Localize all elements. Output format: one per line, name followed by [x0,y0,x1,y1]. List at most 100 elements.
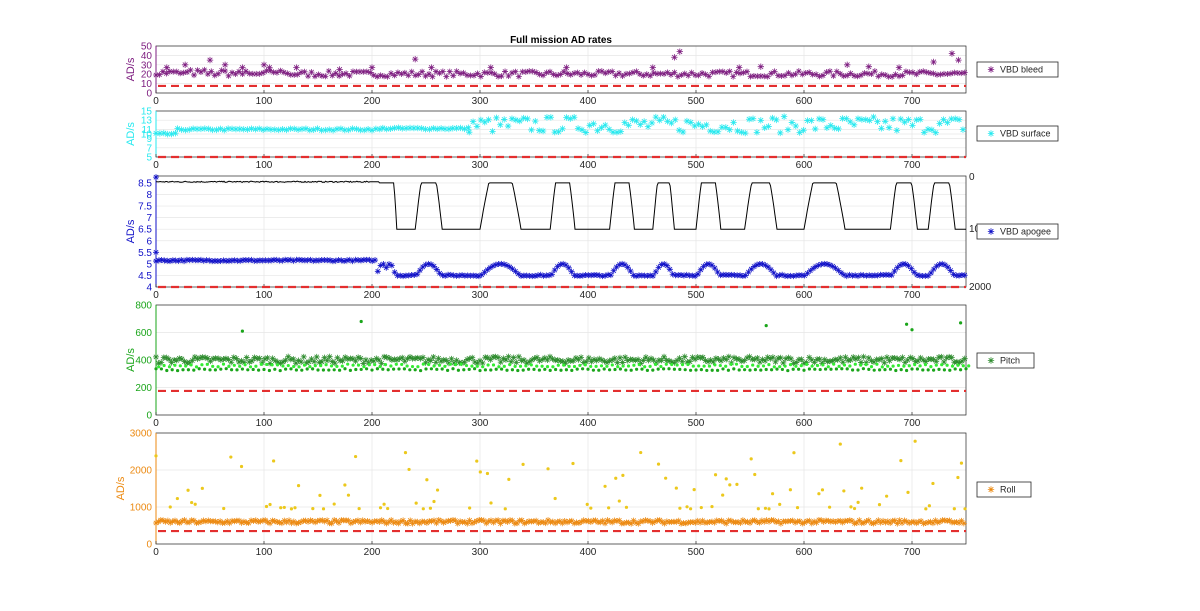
apogee-point [172,257,179,264]
bleed-point [612,72,619,79]
surface-point [675,127,683,134]
apogee-point [664,262,671,269]
roll-point [305,518,312,525]
x-tick-label: 200 [364,160,381,171]
bleed-point [419,68,426,75]
pitch-dot [608,368,612,372]
legend-box [976,61,1059,78]
bleed-point [428,64,435,71]
roll-point [319,517,326,524]
y-axis-label: AD/s [125,219,137,243]
pitch-point [386,355,393,362]
bleed-point [367,69,374,76]
apogee-point [742,272,749,279]
bleed-point [187,67,194,74]
bleed-point [332,70,339,77]
apogee-point [655,264,662,271]
pitch-point [300,353,307,360]
apogee-point [913,271,920,278]
roll-point [849,517,856,524]
pitch-point [961,355,968,362]
surface-point [757,117,764,124]
surface-point [333,125,341,133]
bleed-point [484,69,491,76]
surface-point [168,130,175,138]
pitch-point [673,357,680,364]
roll-point [761,518,768,525]
bleed-point [336,72,343,79]
legend-label: Roll [1000,485,1016,495]
roll-dot [296,483,301,488]
roll-point [205,517,212,524]
roll-point [689,518,696,525]
pitch-point [702,357,709,364]
apogee-point [739,273,746,280]
pitch-dot [732,367,736,371]
surface-point [445,125,453,133]
bleed-point [522,68,529,75]
roll-point [640,518,647,525]
apogee-point [380,261,387,268]
pitch-dot [159,367,163,371]
legend-roll: Roll [976,481,1032,498]
surface-point [174,125,181,132]
pitch-point [399,354,406,361]
surface-point [866,117,873,124]
pitch-dot [238,364,242,368]
apogee-point [942,261,949,268]
surface-point [955,116,963,123]
pitch-point [176,355,183,362]
bleed-point [806,69,813,76]
surface-point [213,126,220,134]
roll-dot [842,489,846,493]
pitch-dot [624,368,628,372]
roll-point [414,518,421,525]
roll-point [409,520,416,527]
roll-dot [353,454,358,459]
apogee-point [504,262,510,269]
roll-point [552,520,559,527]
pitch-point [756,359,763,366]
bleed-point [788,72,795,79]
surface-point [944,119,951,126]
roll-point [661,520,668,527]
roll-dot [382,502,386,506]
pitch-point [878,355,885,362]
pitch-dot [864,362,868,367]
roll-dot [656,462,661,466]
bleed-point [629,69,636,76]
roll-dot [827,505,832,509]
pitch-point [876,356,883,363]
apogee-point [661,260,668,267]
surface-point [205,125,212,133]
apogee-point [599,273,606,280]
pitch-dot [221,362,226,366]
bleed-point [951,69,958,76]
surface-point [156,130,164,137]
roll-dot [849,505,853,509]
pitch-point [438,358,445,365]
x-tick-label: 0 [153,96,159,107]
roll-dot [553,496,557,501]
pitch-dot [845,367,849,371]
apogee-point [515,270,522,277]
pitch-point [412,355,419,362]
pitch-point [549,355,556,362]
surface-point [441,125,449,133]
roll-dot [735,482,739,486]
surface-point [271,126,278,133]
apogee-point [773,273,780,280]
bleed-point [616,70,623,77]
pitch-point [155,360,162,367]
pitch-dot [219,367,223,371]
pitch-point [401,358,408,365]
pitch-dot [173,363,177,367]
pitch-point [839,359,846,366]
apogee-point [706,260,713,267]
roll-dot [963,507,967,511]
bleed-point [764,73,771,80]
bleed-point [958,70,965,77]
apogee-point [680,272,687,279]
y-tick-label: 3000 [130,429,153,440]
